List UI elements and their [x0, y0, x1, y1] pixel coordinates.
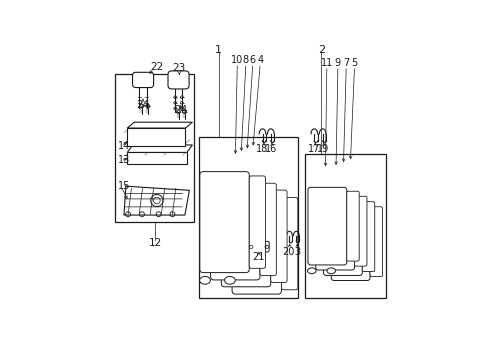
FancyBboxPatch shape — [354, 196, 366, 266]
Text: 3: 3 — [293, 247, 300, 257]
Text: 2: 2 — [317, 45, 324, 55]
Text: 4: 4 — [257, 55, 263, 65]
Text: 6: 6 — [249, 55, 255, 65]
Ellipse shape — [326, 268, 335, 274]
Bar — [199, 138, 297, 298]
Text: 23: 23 — [172, 63, 185, 73]
Text: 15: 15 — [117, 181, 130, 191]
Text: 9: 9 — [334, 58, 340, 68]
Text: 14: 14 — [117, 141, 129, 151]
Text: 17: 17 — [307, 144, 319, 154]
Text: 22: 22 — [150, 62, 163, 72]
FancyBboxPatch shape — [307, 187, 346, 265]
Text: 5: 5 — [351, 58, 357, 68]
FancyBboxPatch shape — [323, 198, 362, 275]
FancyBboxPatch shape — [200, 172, 249, 273]
Ellipse shape — [199, 276, 210, 284]
Text: 1: 1 — [215, 45, 222, 55]
FancyBboxPatch shape — [248, 242, 268, 252]
Text: 20: 20 — [282, 247, 294, 257]
Text: 21: 21 — [252, 252, 264, 262]
Ellipse shape — [307, 268, 315, 274]
Text: 7: 7 — [343, 58, 348, 68]
Bar — [115, 74, 193, 222]
Text: 13: 13 — [117, 156, 129, 166]
FancyBboxPatch shape — [168, 71, 189, 89]
Text: 8: 8 — [243, 55, 248, 65]
FancyBboxPatch shape — [281, 197, 297, 290]
FancyBboxPatch shape — [249, 176, 265, 268]
FancyBboxPatch shape — [232, 193, 281, 294]
FancyBboxPatch shape — [132, 72, 153, 87]
FancyBboxPatch shape — [330, 203, 369, 280]
FancyBboxPatch shape — [221, 186, 270, 287]
Text: 24: 24 — [174, 105, 187, 115]
Text: 10: 10 — [231, 55, 243, 65]
FancyBboxPatch shape — [362, 202, 374, 271]
Polygon shape — [127, 153, 186, 164]
FancyBboxPatch shape — [210, 179, 260, 280]
Polygon shape — [127, 128, 185, 146]
Bar — [304, 154, 386, 298]
Ellipse shape — [224, 276, 235, 284]
Text: 24: 24 — [136, 100, 149, 110]
Text: 18: 18 — [256, 144, 268, 154]
Text: 11: 11 — [320, 58, 332, 68]
FancyBboxPatch shape — [369, 207, 382, 276]
Text: 19: 19 — [316, 144, 328, 154]
FancyBboxPatch shape — [346, 191, 359, 261]
FancyBboxPatch shape — [251, 244, 265, 250]
Text: 16: 16 — [264, 144, 277, 154]
FancyBboxPatch shape — [260, 183, 276, 276]
Polygon shape — [127, 122, 192, 128]
FancyBboxPatch shape — [270, 190, 286, 283]
Polygon shape — [127, 145, 192, 153]
Text: 12: 12 — [148, 238, 161, 248]
FancyBboxPatch shape — [315, 192, 354, 270]
